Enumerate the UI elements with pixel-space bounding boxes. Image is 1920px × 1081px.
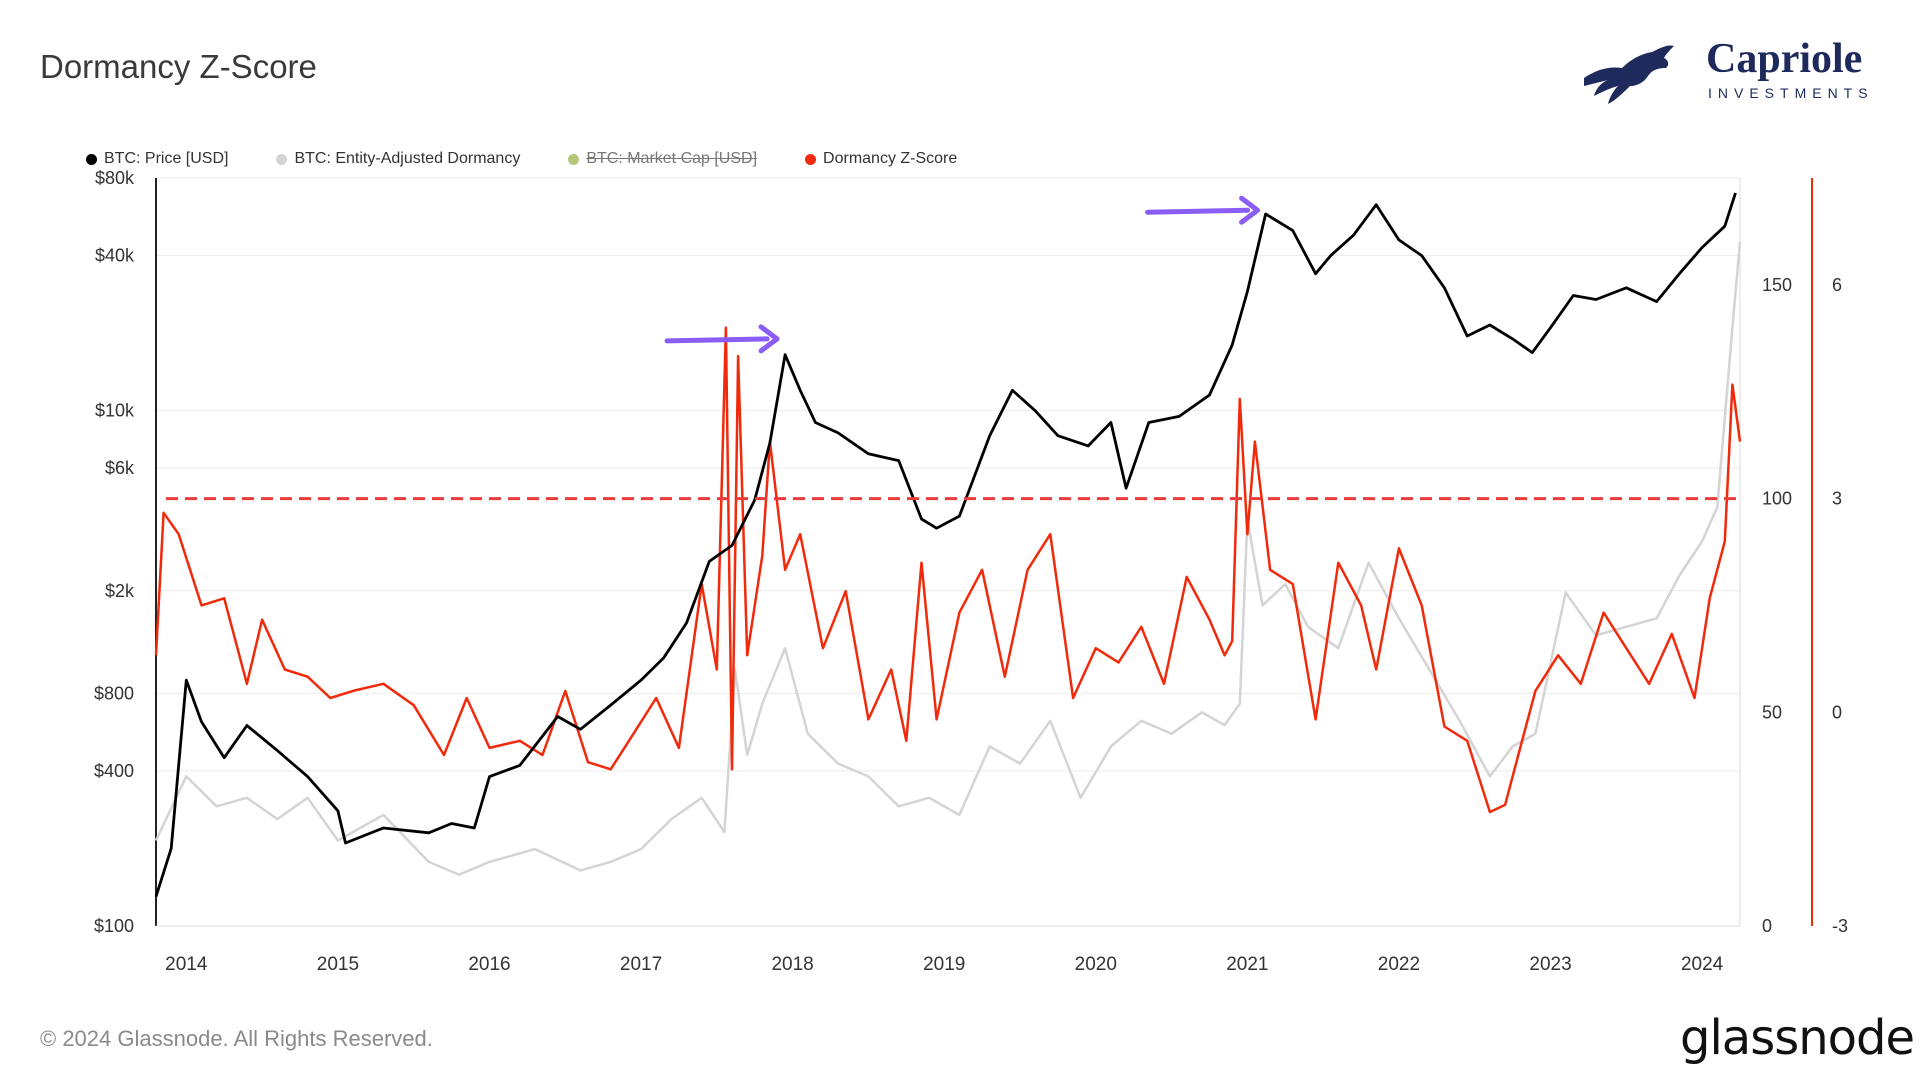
legend-item-price[interactable]: BTC: Price [USD] [86,150,228,168]
y-left-tick-label: $40k [95,246,135,266]
chart-title: Dormancy Z-Score [40,48,317,85]
legend-dot-zscore [805,153,817,165]
legend-item-zscore[interactable]: Dormancy Z-Score [805,150,957,168]
y-zscore-tick-label: -3 [1832,916,1848,936]
y-zscore-tick-label: 3 [1832,489,1842,509]
glassnode-logo: glassnode [1680,1010,1915,1066]
chart-legend: BTC: Price [USD] BTC: Entity-Adjusted Do… [86,150,957,168]
legend-label-dormancy: BTC: Entity-Adjusted Dormancy [294,150,521,167]
x-tick-label: 2017 [620,954,662,975]
brand-tagline: INVESTMENTS [1708,85,1874,101]
x-tick-label: 2024 [1681,954,1724,975]
x-tick-label: 2023 [1529,954,1571,975]
x-tick-label: 2018 [771,954,813,975]
y-zscore-tick-label: 6 [1832,275,1842,295]
horse-logo-icon: Capriole INVESTMENTS [1584,36,1874,104]
y-left-tick-label: $80k [95,168,135,188]
copyright-text: © 2024 Glassnode. All Rights Reserved. [40,1026,433,1051]
legend-dot-market-cap [568,153,580,165]
legend-item-dormancy[interactable]: BTC: Entity-Adjusted Dormancy [276,150,520,168]
x-tick-label: 2021 [1226,954,1268,975]
y-dormancy-tick-label: 0 [1762,916,1772,936]
legend-dot-price [86,153,97,165]
y-left-tick-label: $400 [94,761,134,781]
y-left-tick-label: $10k [95,401,135,421]
y-left-tick-label: $100 [94,916,134,936]
x-tick-label: 2020 [1075,954,1117,975]
y-left-tick-label: $2k [105,581,135,601]
x-tick-label: 2015 [317,954,359,975]
series-line-dormancy [154,241,1742,876]
series-line-zscore [154,326,1742,814]
y-dormancy-tick-label: 50 [1762,702,1782,722]
y-dormancy-tick-label: 150 [1762,275,1792,295]
legend-label-price: BTC: Price [USD] [104,150,229,167]
x-tick-label: 2016 [468,954,510,975]
y-left-tick-label: $6k [105,458,135,478]
annotation-arrow-head-0 [758,324,780,354]
y-left-tick-label: $800 [94,683,134,703]
capriole-logo: Capriole INVESTMENTS [1578,30,1908,110]
series-line-price [154,192,1737,898]
legend-label-market-cap: BTC: Market Cap [USD] [586,150,758,167]
y-zscore-tick-label: 0 [1832,702,1842,722]
annotation-arrow-head-1 [1239,195,1261,225]
x-tick-label: 2022 [1378,954,1420,975]
x-tick-label: 2019 [923,954,965,975]
annotation-arrow-shaft-0 [664,336,770,344]
legend-dot-dormancy [276,153,288,165]
legend-item-market-cap[interactable]: BTC: Market Cap [USD] [568,150,757,168]
annotation-arrow-shaft-1 [1145,207,1251,215]
legend-label-zscore: Dormancy Z-Score [823,150,958,167]
y-dormancy-tick-label: 100 [1762,489,1792,509]
brand-name: Capriole [1706,36,1862,82]
x-tick-label: 2014 [165,954,208,975]
